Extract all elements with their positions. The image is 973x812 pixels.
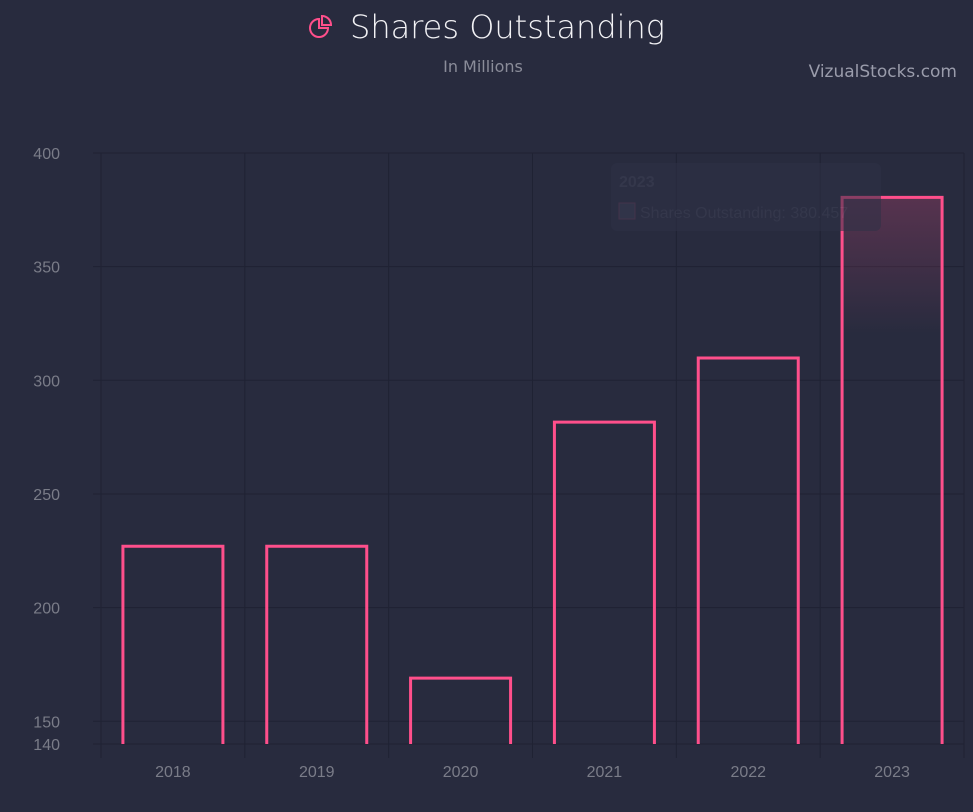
bar-2022[interactable] xyxy=(696,356,800,744)
brand-link[interactable]: VizualStocks.com xyxy=(808,62,957,82)
chart-title-text: Shares Outstanding xyxy=(350,8,665,46)
chart-title: Shares Outstanding xyxy=(308,8,665,46)
x-tick-label: 2023 xyxy=(874,764,910,781)
x-tick-label: 2019 xyxy=(299,764,335,781)
tooltip: 2023 Shares Outstanding: 380.457 xyxy=(611,163,881,231)
y-tick-label: 350 xyxy=(33,260,60,277)
tooltip-box xyxy=(611,163,881,231)
bar-2019[interactable] xyxy=(265,544,369,744)
y-tick-label: 150 xyxy=(33,714,60,731)
y-tick-label: 250 xyxy=(33,487,60,504)
tooltip-label: Shares Outstanding: 380.457 xyxy=(640,205,848,222)
tooltip-swatch xyxy=(618,202,636,220)
y-tick-label: 400 xyxy=(33,146,60,163)
bar-2020[interactable] xyxy=(409,676,513,744)
x-tick-label: 2018 xyxy=(155,764,191,781)
x-tick-label: 2020 xyxy=(443,764,479,781)
y-tick-label: 300 xyxy=(33,373,60,390)
tooltip-title: 2023 xyxy=(619,174,655,191)
chart-header: Shares Outstanding xyxy=(0,8,973,46)
x-tick-label: 2022 xyxy=(730,764,766,781)
y-tick-label: 140 xyxy=(33,737,60,754)
bar-2018[interactable] xyxy=(121,544,225,744)
pie-chart-icon xyxy=(309,14,333,38)
bar-2023[interactable] xyxy=(840,195,944,744)
bar-2021[interactable] xyxy=(552,420,656,744)
x-tick-label: 2021 xyxy=(587,764,623,781)
chart-subtitle: In Millions xyxy=(443,57,523,76)
y-tick-label: 200 xyxy=(33,601,60,618)
bar-highlight xyxy=(842,197,943,745)
